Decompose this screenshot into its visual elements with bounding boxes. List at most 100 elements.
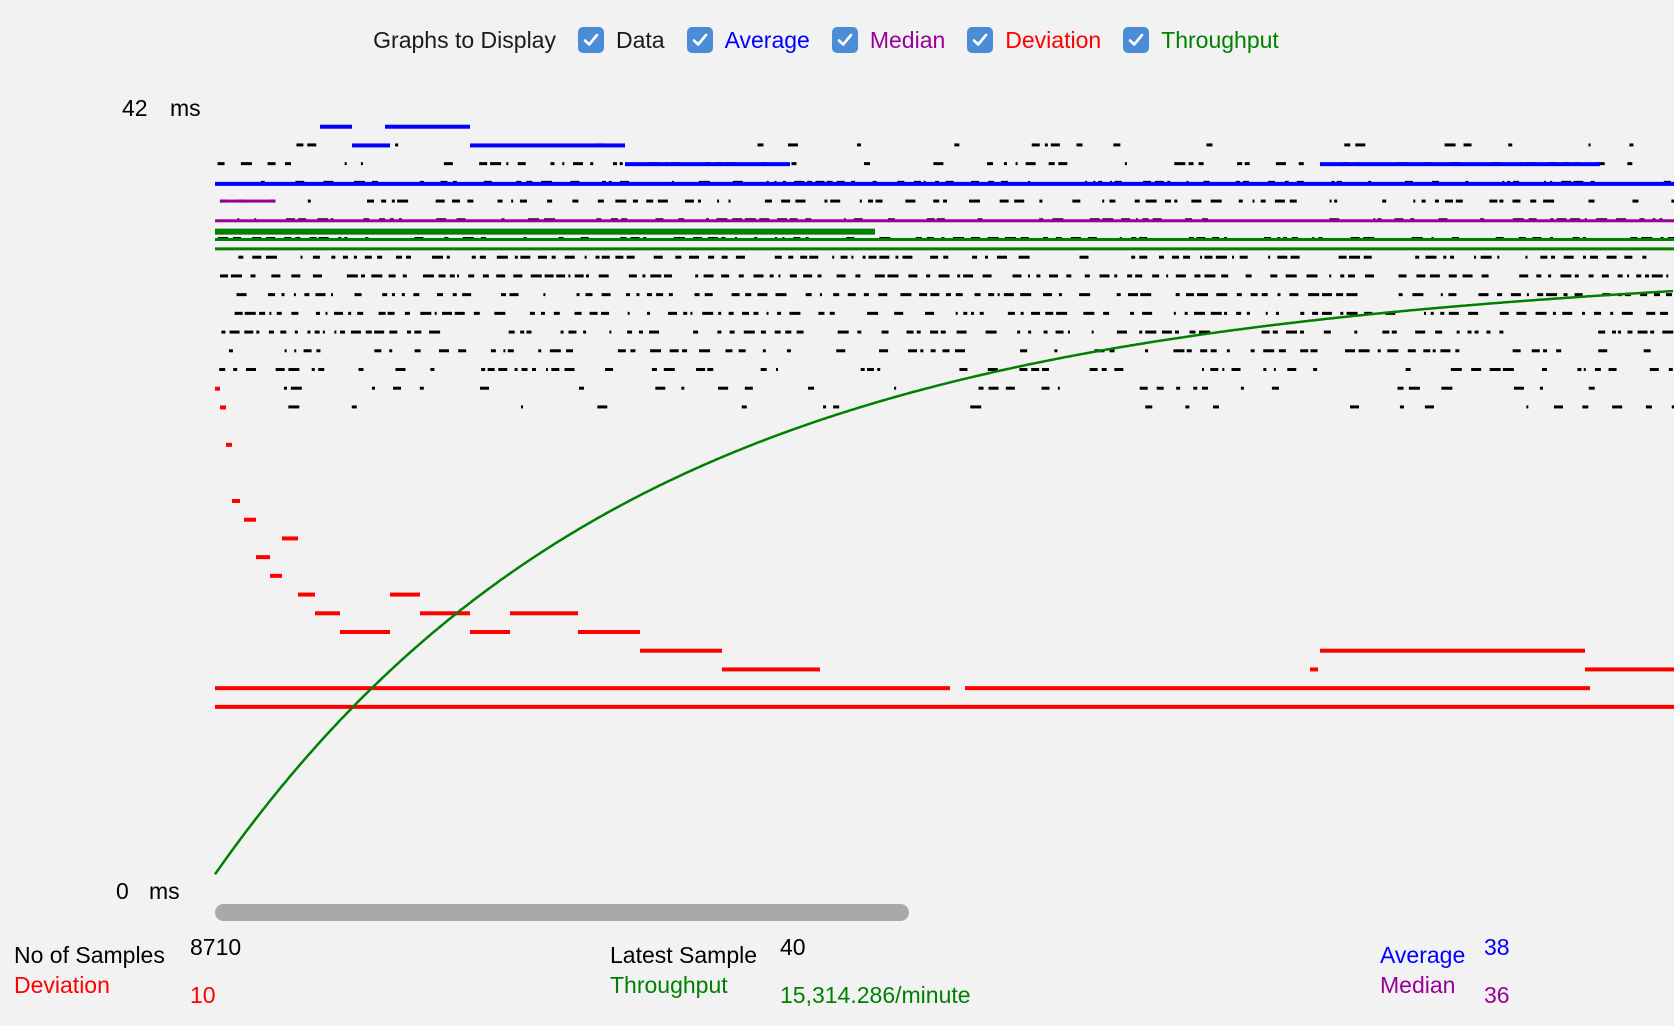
deviation-checkbox[interactable]	[967, 27, 994, 53]
data-point	[647, 311, 651, 315]
data-point	[708, 255, 715, 259]
toggle-average[interactable]: Average	[686, 27, 810, 54]
data-point	[1054, 349, 1058, 353]
data-point	[378, 311, 386, 315]
data-point	[564, 368, 575, 371]
deviation-segment	[340, 630, 390, 634]
data-point	[837, 330, 849, 334]
toggle-throughput[interactable]: Throughput	[1123, 27, 1279, 54]
data-point	[1582, 311, 1586, 315]
data-point	[1265, 311, 1268, 315]
data-point	[1448, 274, 1457, 278]
data-point	[1171, 255, 1179, 259]
data-point	[933, 162, 944, 166]
median-checkbox[interactable]	[831, 27, 858, 53]
data-point	[778, 274, 781, 278]
data-point	[531, 368, 536, 371]
data-point	[1471, 368, 1482, 371]
data-point	[296, 143, 304, 147]
data-point	[744, 386, 753, 390]
data-point	[1200, 349, 1208, 353]
data-point	[381, 199, 387, 203]
data-point	[1387, 349, 1399, 353]
data-point	[1285, 274, 1297, 278]
data-point	[1083, 311, 1095, 315]
data-point	[1382, 330, 1390, 334]
data-point	[863, 162, 870, 166]
data-point	[970, 405, 982, 409]
data-point	[1412, 293, 1424, 297]
data-point	[503, 349, 506, 353]
data-point	[777, 311, 782, 315]
data-point	[1221, 274, 1229, 278]
data-point	[521, 368, 528, 371]
data-point	[698, 199, 702, 203]
data-point	[1480, 255, 1492, 259]
y-axis-min-value: 0	[116, 878, 129, 904]
toggle-median[interactable]: Median	[831, 27, 945, 54]
data-point	[585, 293, 593, 297]
data-point	[358, 368, 364, 371]
toggle-data[interactable]: Data	[577, 27, 665, 54]
data-point	[230, 274, 242, 278]
scrollbar-thumb[interactable]	[215, 904, 909, 921]
data-point	[288, 368, 300, 371]
data-point	[553, 311, 560, 315]
y-axis-min-unit: ms	[149, 878, 180, 904]
data-point	[988, 293, 995, 297]
data-point	[1158, 255, 1164, 259]
data-point	[397, 199, 409, 203]
data-point	[963, 274, 974, 278]
graph-scrollbar[interactable]	[215, 902, 1674, 922]
data-point	[1210, 349, 1217, 353]
toggle-deviation[interactable]: Deviation	[967, 27, 1101, 54]
data-point	[753, 311, 759, 315]
data-point	[789, 274, 797, 278]
data-point	[374, 349, 382, 353]
data-point	[1382, 199, 1387, 203]
data-point	[1440, 311, 1445, 315]
data-point	[449, 274, 455, 278]
data-point	[718, 311, 722, 315]
data-point	[940, 330, 946, 334]
data-point	[526, 330, 532, 334]
data-point	[1245, 274, 1252, 278]
data-checkbox[interactable]	[577, 27, 604, 53]
data-point	[938, 274, 950, 278]
data-point	[1287, 368, 1297, 371]
throughput-checkbox[interactable]	[1123, 27, 1150, 53]
data-point	[315, 293, 326, 297]
average-segment	[470, 143, 625, 148]
data-point	[764, 199, 772, 203]
data-point	[657, 199, 668, 203]
data-point	[1338, 255, 1347, 259]
data-point	[1240, 386, 1244, 390]
data-point	[517, 162, 526, 166]
data-point	[1045, 311, 1054, 315]
data-point	[1131, 255, 1136, 259]
throughput-stat-value: 15,314.286/minute	[780, 982, 971, 1008]
data-point	[322, 330, 325, 334]
data-point	[1272, 330, 1278, 334]
data-point	[1275, 311, 1279, 315]
data-point	[1185, 293, 1194, 297]
data-point	[291, 311, 299, 315]
data-point	[350, 330, 361, 334]
data-point	[669, 349, 679, 353]
data-point	[1398, 274, 1407, 278]
data-point	[229, 330, 240, 334]
data-point	[1183, 255, 1191, 259]
data-point	[632, 199, 638, 203]
data-point	[1224, 311, 1228, 315]
data-point	[1415, 255, 1420, 259]
data-point	[702, 311, 714, 315]
data-point	[653, 255, 663, 259]
latest-sample-value: 40	[780, 934, 806, 960]
data-point	[717, 330, 722, 334]
data-point	[1204, 255, 1213, 259]
data-point	[1455, 199, 1463, 203]
data-point	[1346, 311, 1358, 315]
data-point	[1041, 386, 1050, 390]
data-point	[1510, 293, 1521, 297]
average-checkbox[interactable]	[686, 27, 713, 53]
